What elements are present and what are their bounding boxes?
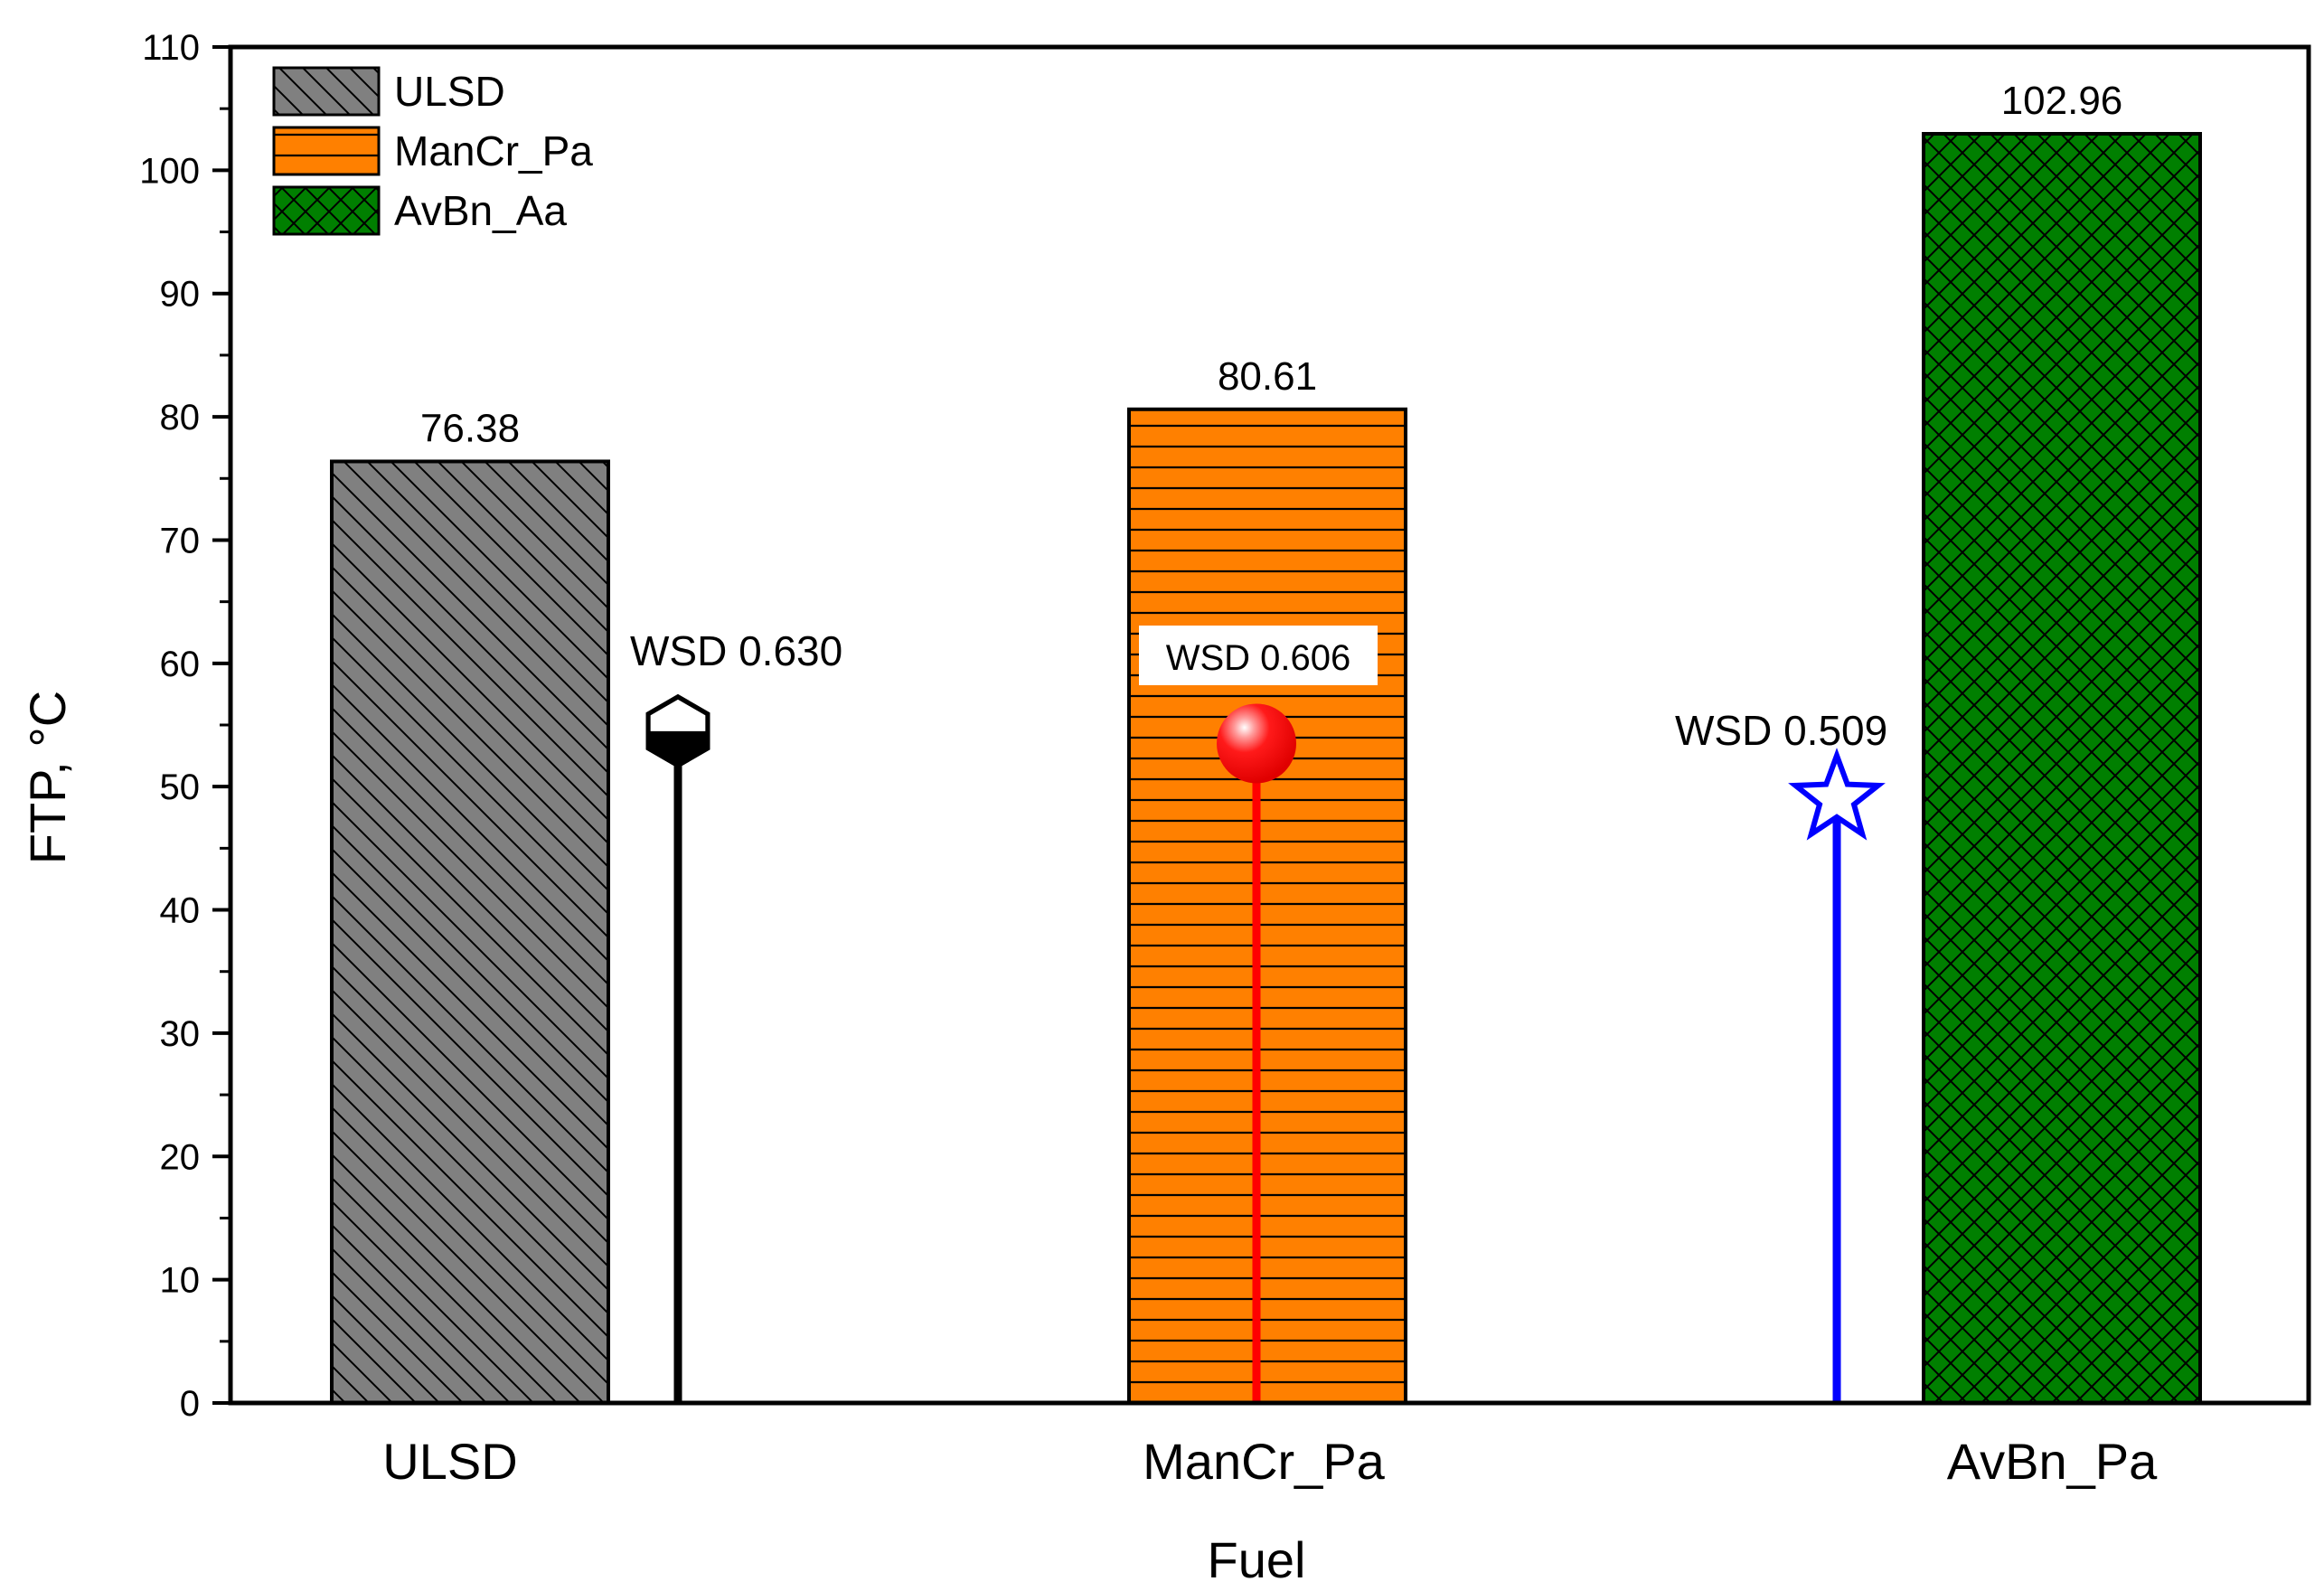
category-labels: ULSD ManCr_Pa AvBn_Pa (382, 1433, 2158, 1490)
legend-swatch (272, 66, 381, 117)
y-tick-label: 50 (160, 767, 201, 807)
bar-value-label: 76.38 (420, 406, 520, 450)
legend-swatch (272, 185, 381, 236)
bar-value-label: 102.96 (2001, 79, 2123, 123)
legend-entry: AvBn_Aa (394, 187, 567, 234)
star-marker-icon (1788, 748, 1886, 841)
x-category-label: ULSD (382, 1433, 517, 1490)
bar-value-label: 80.61 (1218, 354, 1317, 399)
legend-swatch (272, 126, 381, 176)
y-tick-label: 100 (139, 151, 200, 191)
hexagon-marker-icon (645, 693, 710, 768)
bars (330, 132, 2202, 1406)
y-tick-label: 0 (180, 1384, 200, 1424)
wsd-label-ulsd: WSD 0.630 (630, 627, 842, 674)
y-tick-label: 40 (160, 891, 201, 931)
y-tick-label: 110 (142, 28, 200, 68)
legend-entry: ULSD (394, 68, 505, 115)
y-axis-title: FTP, °C (19, 691, 76, 865)
wsd-label-avbn: WSD 0.509 (1675, 707, 1887, 754)
y-tick-label: 60 (160, 645, 201, 684)
bar-mancr-pa (1127, 407, 1407, 1406)
wsd-label-mancr: WSD 0.606 (1166, 638, 1351, 678)
y-tick-label: 90 (160, 275, 201, 315)
value-labels: 76.38 80.61 102.96 (420, 79, 2122, 450)
plot-frame (228, 44, 2311, 1406)
y-axis-tick-labels: 0 10 20 30 40 50 60 70 80 90 100 110 (139, 28, 200, 1424)
y-tick-label: 30 (160, 1014, 201, 1054)
wsd-markers: WSD 0.630 WSD 0.606 WSD 0.509 (630, 626, 1887, 1403)
legend-entry: ManCr_Pa (394, 127, 593, 174)
wsd-label-box (1139, 626, 1378, 685)
y-tick-label: 70 (160, 521, 201, 560)
bar-avbn-pa (1922, 132, 2202, 1405)
x-category-label: ManCr_Pa (1143, 1433, 1386, 1490)
bar-ulsd (330, 459, 610, 1405)
x-axis-title: Fuel (1208, 1531, 1306, 1588)
legend: ULSD ManCr_Pa AvBn_Aa (272, 66, 593, 236)
y-tick-label: 10 (160, 1261, 201, 1301)
y-tick-label: 80 (160, 398, 201, 438)
y-tick-label: 20 (160, 1137, 201, 1177)
x-category-label: AvBn_Pa (1947, 1433, 2158, 1490)
sphere-marker-icon (1217, 703, 1296, 784)
